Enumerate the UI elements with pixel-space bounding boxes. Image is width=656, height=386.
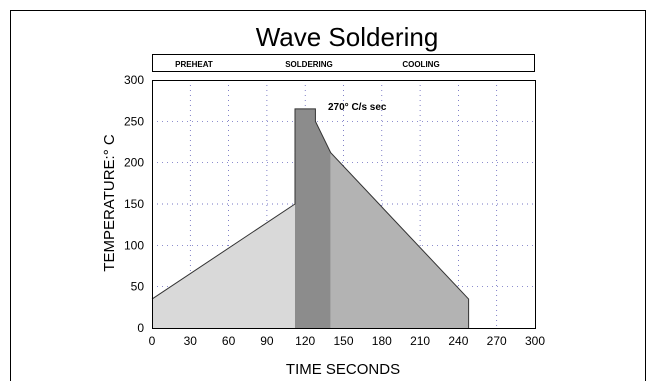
chart-title: Wave Soldering [256,22,439,52]
y-tick-label-300: 300 [124,73,144,87]
x-tick-label-180: 180 [372,334,392,348]
temperature-profile-outline [151,108,470,328]
y-tick-label-50: 50 [131,280,145,294]
x-tick-label-240: 240 [448,334,468,348]
phase-label-preheat: PREHEAT [175,60,213,69]
region-soldering [294,108,331,328]
x-tick-label-120: 120 [295,334,315,348]
y-tick-label-100: 100 [124,238,144,252]
y-tick-label-150: 150 [124,197,144,211]
plot-area-border [152,80,536,329]
y-tick-label-200: 200 [124,156,144,170]
temperature-profile-regions [152,108,469,328]
region-cooling [330,152,469,328]
x-tick-label-270: 270 [487,334,507,348]
region-preheat [152,204,295,328]
x-axis-ticks: 0 30 60 90 120 150 180 210 240 270 300 [149,334,546,348]
peak-annotation: 270° C/s sec [328,102,387,113]
phase-label-soldering: SOLDERING [285,60,333,69]
outer-frame [10,10,646,381]
x-axis-label: TIME SECONDS [286,361,400,378]
phase-label-cooling: COOLING [402,60,439,69]
x-tick-label-210: 210 [410,334,430,348]
y-tick-label-0: 0 [137,321,144,335]
y-axis-label: TEMPERATURE:° C [101,134,118,272]
y-tick-label-250: 250 [124,114,144,128]
x-tick-label-300: 300 [525,334,545,348]
x-tick-label-150: 150 [333,334,353,348]
x-tick-label-90: 90 [260,334,274,348]
y-axis-ticks: 0 50 100 150 200 250 300 [124,73,144,335]
x-tick-label-30: 30 [184,334,198,348]
phase-bar [152,54,535,72]
x-tick-label-0: 0 [149,334,156,348]
x-tick-label-60: 60 [222,334,236,348]
